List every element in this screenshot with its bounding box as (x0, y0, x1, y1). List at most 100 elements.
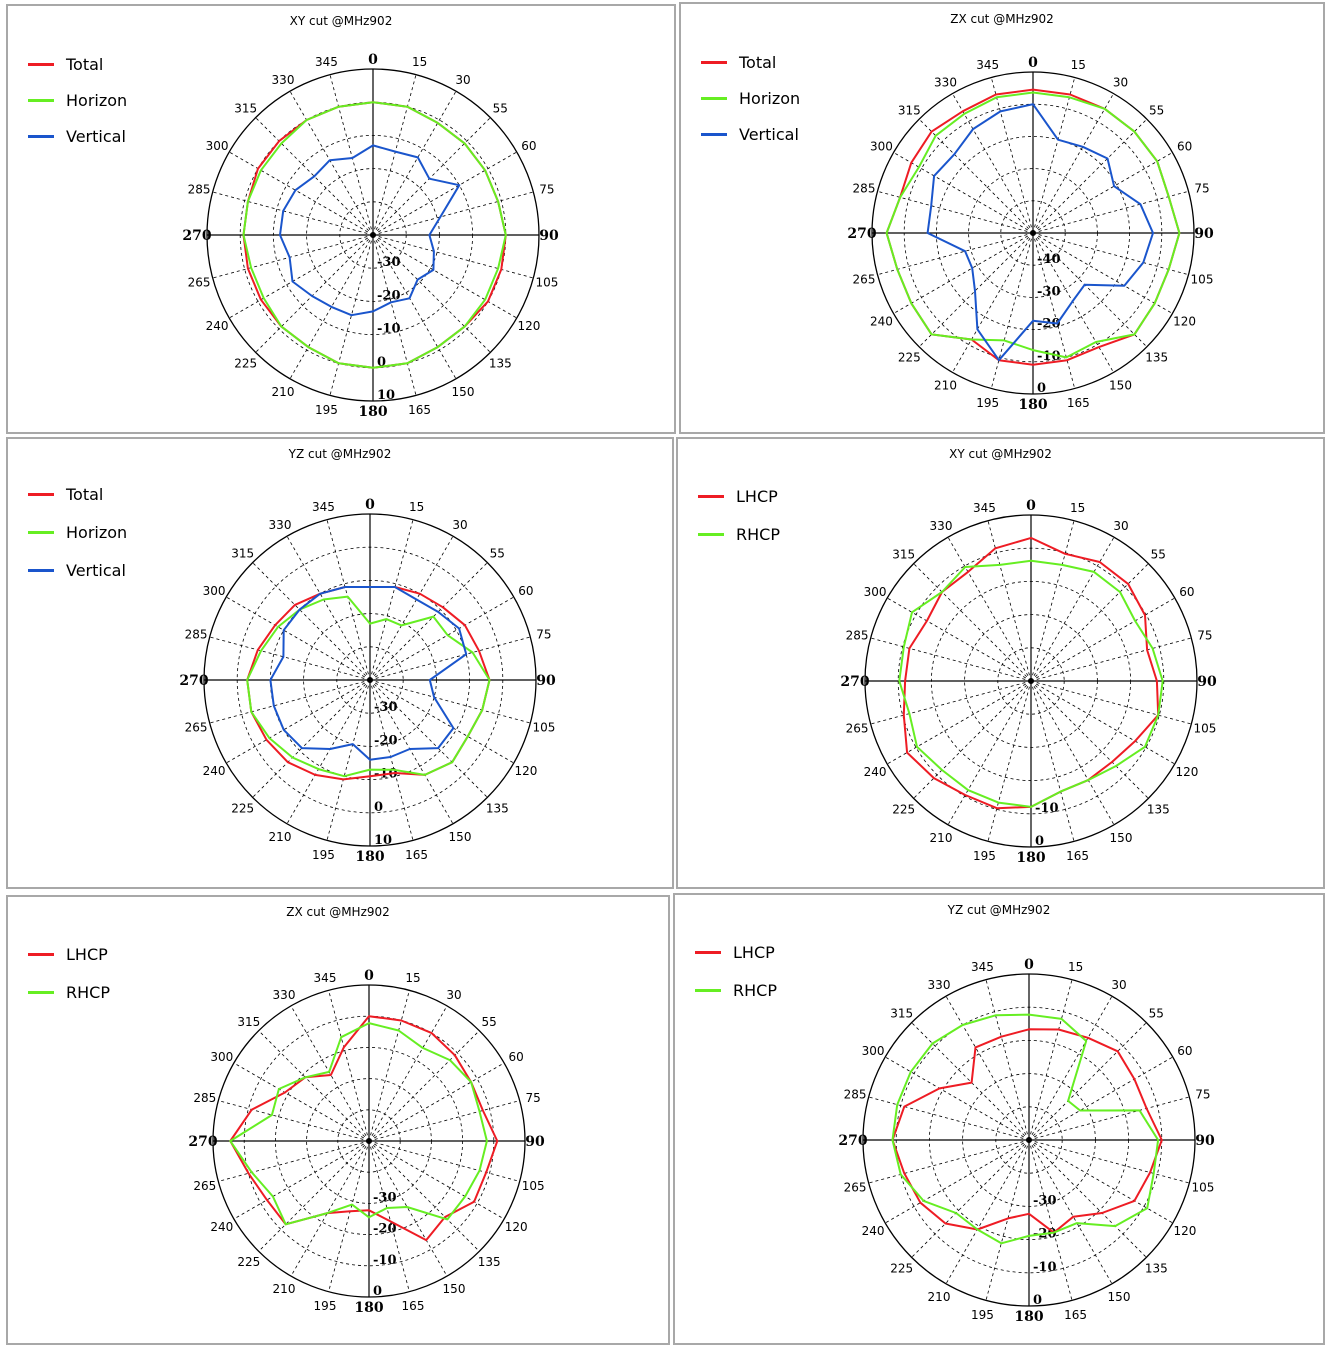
polar-plot: 0 15 30 55 60 75 90 105 120 135 150 165 180 195 210 225… (179, 497, 556, 865)
angle-tick-label: 180 (355, 849, 384, 865)
angle-tick-label: 225 (231, 801, 254, 815)
grid-spoke (1028, 1139, 1190, 1184)
angle-tick-label: 330 (934, 75, 957, 89)
grid-spoke (289, 234, 374, 379)
grid-spoke (1030, 680, 1149, 799)
grid-spoke (1030, 680, 1192, 725)
angle-tick-label: 0 (1024, 957, 1034, 973)
radial-tick-label: -20 (1037, 317, 1061, 332)
angle-tick-label: 195 (315, 403, 338, 417)
grid-spoke (952, 232, 1034, 373)
angle-tick-label: 60 (509, 1050, 524, 1064)
legend-item-rhcp: RHCP (28, 973, 110, 1011)
grid-spoke (990, 77, 1034, 234)
angle-tick-label: 330 (273, 988, 296, 1002)
radial-tick-label: 0 (373, 1284, 382, 1299)
angle-tick-label: 315 (898, 103, 921, 117)
angle-tick-label: 265 (853, 272, 876, 286)
grid-spoke (868, 1139, 1030, 1184)
angle-tick-label: 30 (452, 518, 467, 532)
legend-item-total: Total (701, 44, 800, 80)
angle-tick-label: 315 (231, 547, 254, 561)
angle-tick-label: 105 (522, 1179, 545, 1193)
angle-tick-label: 270 (182, 228, 211, 244)
angle-tick-label: 300 (206, 139, 229, 153)
grid-spoke (369, 679, 454, 824)
grid-spoke (945, 996, 1030, 1141)
legend-swatch (28, 62, 54, 66)
angle-tick-label: 60 (1177, 1044, 1192, 1058)
angle-tick-label: 180 (1016, 850, 1045, 866)
outer-ring (203, 513, 537, 847)
grid-spoke (1030, 597, 1175, 682)
legend-swatch (698, 532, 724, 536)
angle-tick-label: 30 (1111, 978, 1126, 992)
grid-spoke (870, 680, 1032, 725)
angle-tick-label: 180 (1018, 397, 1047, 413)
grid-spoke (1030, 520, 1075, 682)
legend-label: RHCP (66, 982, 110, 1002)
angle-tick-label: 105 (1191, 272, 1214, 286)
polar-plot: 0 15 30 55 60 75 90 105 120 135 150 165 180 195 210 225… (847, 55, 1214, 413)
legend-label: Vertical (739, 124, 799, 144)
angle-tick-label: 225 (890, 1261, 913, 1275)
angle-tick-label: 265 (193, 1179, 216, 1193)
grid-spoke (212, 191, 374, 236)
grid-spoke (326, 519, 371, 681)
angle-tick-label: 60 (521, 139, 536, 153)
grid-spoke (1028, 1139, 1113, 1284)
grid-spoke (1028, 1096, 1190, 1141)
angle-tick-label: 345 (312, 500, 335, 514)
radial-tick-label: 0 (1037, 381, 1046, 396)
grid-spoke (368, 1100, 520, 1142)
legend-item-horizon: Horizon (701, 80, 800, 116)
legend-item-lhcp: LHCP (698, 477, 780, 515)
legend-swatch (28, 98, 54, 102)
angle-tick-label: 225 (237, 1255, 260, 1269)
grid-spoke (893, 152, 1034, 234)
grid-spoke (1032, 232, 1173, 314)
grid-spoke (947, 680, 1032, 825)
grid-spoke (887, 680, 1032, 765)
grid-spoke (255, 117, 374, 236)
grid-spoke (369, 679, 514, 764)
grid-spoke (233, 1140, 370, 1220)
grid-spoke (368, 1005, 448, 1142)
legend-item-horizon: Horizon (28, 82, 127, 118)
grid-spoke (918, 118, 1034, 234)
grid-spoke (258, 1030, 370, 1142)
grid-spoke (1032, 77, 1076, 234)
angle-tick-label: 165 (1067, 396, 1090, 410)
grid-spoke (209, 636, 371, 681)
grid-spoke (372, 151, 517, 236)
angle-tick-label: 90 (1194, 226, 1214, 242)
grid-spoke (289, 91, 374, 236)
grid-spoke (372, 117, 491, 236)
angle-tick-label: 240 (203, 764, 226, 778)
grid-spoke (252, 562, 371, 681)
angle-tick-label: 165 (1066, 849, 1089, 863)
angle-tick-label: 120 (1173, 1224, 1196, 1238)
angle-tick-label: 165 (1064, 1308, 1087, 1322)
grid-spoke (369, 596, 514, 681)
grid-spoke (1028, 979, 1073, 1141)
angle-tick-label: 75 (536, 627, 551, 641)
angle-tick-label: 225 (234, 356, 257, 370)
legend-label: Horizon (739, 88, 801, 108)
grid-spoke (229, 234, 374, 319)
polar-plot: 0 15 30 55 60 75 90 105 120 135 150 165 180 195 210 225… (188, 968, 545, 1316)
legend-swatch (28, 134, 54, 138)
legend-label: Total (66, 484, 104, 504)
angle-tick-label: 150 (1110, 831, 1133, 845)
angle-tick-label: 330 (269, 518, 292, 532)
angle-tick-label: 225 (892, 802, 915, 816)
legend-label: LHCP (733, 942, 775, 962)
angle-tick-label: 315 (234, 102, 257, 116)
grid-spoke (369, 636, 531, 681)
angle-tick-label: 285 (853, 182, 876, 196)
legend-swatch (695, 988, 721, 992)
grid-spoke (885, 1139, 1030, 1224)
grid-spoke (990, 232, 1034, 389)
angle-tick-label: 345 (314, 971, 337, 985)
legend-label: RHCP (733, 980, 777, 1000)
